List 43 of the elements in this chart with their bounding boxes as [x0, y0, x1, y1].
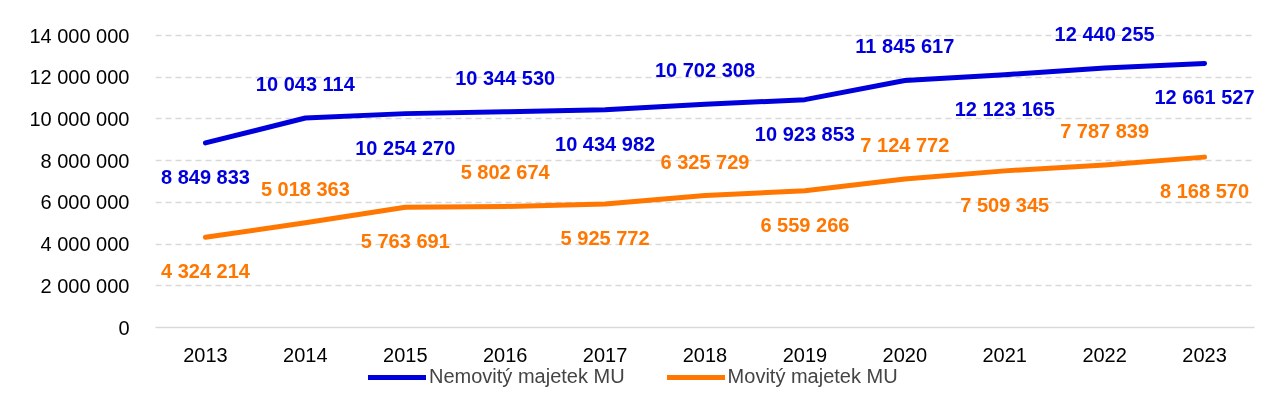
- data-label: 10 254 270: [355, 136, 456, 159]
- data-label: 7 124 772: [860, 133, 950, 156]
- y-tick-label: 12 000 000: [29, 66, 130, 89]
- data-label: 10 043 114: [255, 73, 356, 96]
- x-tick-label: 2014: [283, 343, 328, 366]
- data-label: 8 168 570: [1160, 180, 1250, 203]
- x-tick-label: 2016: [482, 343, 528, 366]
- data-label: 10 434 982: [555, 132, 656, 155]
- x-tick-label: 2015: [383, 343, 428, 366]
- y-tick-label: 0: [118, 316, 130, 339]
- y-tick-label: 6 000 000: [40, 191, 130, 214]
- x-tick-label: 2021: [982, 343, 1027, 366]
- data-label: 7 787 839: [1060, 120, 1150, 143]
- data-label: 5 763 691: [360, 230, 450, 253]
- x-tick-label: 2018: [682, 343, 728, 366]
- x-tick-label: 2013: [183, 343, 228, 366]
- data-label: 6 325 729: [660, 150, 750, 173]
- data-label: 11 845 617: [855, 35, 955, 58]
- x-tick-label: 2019: [782, 343, 828, 366]
- x-tick-label: 2023: [1182, 343, 1227, 366]
- x-tick-label: 2020: [882, 343, 928, 366]
- y-tick-label: 2 000 000: [40, 274, 130, 297]
- data-label: 4 324 214: [160, 260, 251, 283]
- data-label: 12 123 165: [954, 97, 1055, 120]
- data-label: 12 661 527: [1154, 86, 1255, 109]
- y-tick-label: 4 000 000: [40, 233, 130, 256]
- data-label: 10 702 308: [654, 59, 756, 82]
- y-tick-label: 10 000 000: [29, 107, 130, 130]
- legend-label: Movitý majetek MU: [727, 365, 898, 388]
- data-label: 5 802 674: [460, 161, 551, 184]
- data-label: 6 559 266: [760, 213, 850, 236]
- legend-label: Nemovitý majetek MU: [429, 365, 625, 388]
- y-tick-label: 8 000 000: [40, 149, 130, 172]
- data-label: 5 018 363: [260, 177, 350, 200]
- data-label: 7 509 345: [960, 193, 1050, 216]
- data-label: 5 925 772: [560, 226, 650, 249]
- data-label: 10 344 530: [455, 66, 556, 89]
- data-label: 8 849 833: [160, 165, 250, 188]
- data-label: 10 923 853: [754, 122, 855, 145]
- y-tick-label: 14 000 000: [29, 24, 130, 47]
- data-label: 12 440 255: [1054, 23, 1155, 46]
- x-tick-label: 2017: [582, 343, 628, 366]
- x-tick-label: 2022: [1082, 343, 1127, 366]
